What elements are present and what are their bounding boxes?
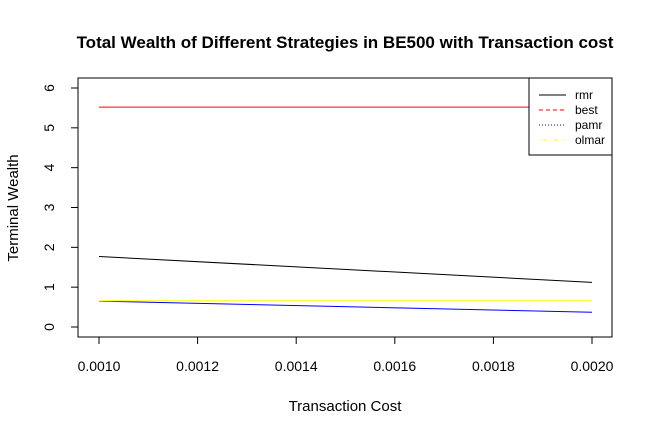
legend-label-best: best bbox=[575, 103, 598, 117]
x-tick-label: 0.0016 bbox=[373, 358, 416, 374]
legend-label-pamr: pamr bbox=[575, 118, 602, 132]
legend-label-rmr: rmr bbox=[575, 88, 593, 102]
y-axis-label: Terminal Wealth bbox=[5, 154, 22, 261]
y-axis: 0 1 2 3 4 5 6 bbox=[41, 84, 78, 331]
y-tick-label: 2 bbox=[41, 243, 57, 251]
legend-label-olmar: olmar bbox=[575, 133, 605, 147]
y-tick-label: 5 bbox=[41, 124, 57, 132]
chart-title: Total Wealth of Different Strategies in … bbox=[77, 33, 614, 52]
x-tick-label: 0.0020 bbox=[571, 358, 614, 374]
y-tick-label: 0 bbox=[41, 323, 57, 331]
x-tick-label: 0.0010 bbox=[78, 358, 121, 374]
x-tick-label: 0.0018 bbox=[472, 358, 515, 374]
x-tick-label: 0.0014 bbox=[275, 358, 318, 374]
series-line-pamr bbox=[98, 300, 593, 313]
legend-box bbox=[528, 77, 613, 156]
y-tick-label: 6 bbox=[41, 84, 57, 92]
series-line-rmr bbox=[98, 255, 593, 283]
y-tick-label: 4 bbox=[41, 164, 57, 172]
series-lines bbox=[98, 106, 593, 313]
y-tick-label: 3 bbox=[41, 203, 57, 211]
x-axis-label: Transaction Cost bbox=[289, 398, 403, 415]
x-axis: 0.0010 0.0012 0.0014 0.0016 0.0018 0.0020 bbox=[78, 337, 614, 374]
y-tick-label: 1 bbox=[41, 283, 57, 291]
x-tick-label: 0.0012 bbox=[176, 358, 219, 374]
